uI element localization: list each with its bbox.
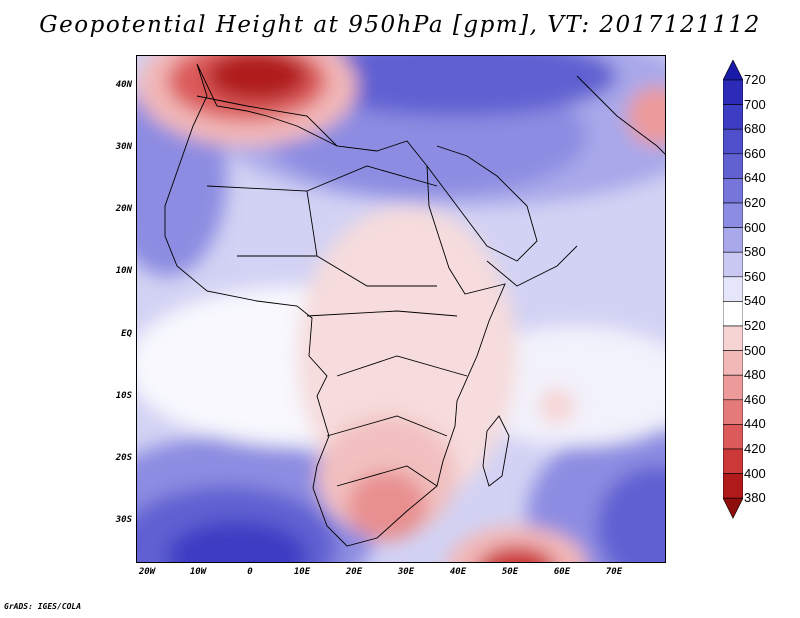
- colorbar-swatch: [723, 473, 743, 499]
- height-field: [137, 56, 665, 562]
- lon-label-60e: 60E: [553, 567, 571, 577]
- colorbar-tick-label: 520: [744, 318, 766, 333]
- colorbar-swatch: [723, 153, 743, 179]
- credit-label: GrADS: IGES/COLA: [4, 602, 82, 611]
- coastlines: [164, 63, 665, 547]
- colorbar-swatch: [723, 350, 743, 376]
- colorbar-swatch: [723, 104, 743, 130]
- colorbar-swatch: [723, 301, 743, 327]
- colorbar-tick-label: 560: [744, 268, 766, 284]
- colorbar-tick-label: 380: [744, 490, 766, 506]
- colorbar-tick-label: 600: [744, 219, 766, 235]
- colorbar-bottom-triangle: [723, 497, 743, 519]
- colorbar-swatch: [723, 202, 743, 228]
- lat-label-10n: 10N: [115, 266, 132, 276]
- colorbar-swatch: [723, 178, 743, 204]
- lat-label-10s: 10S: [115, 391, 132, 401]
- colorbar-tick-label: 700: [744, 96, 766, 112]
- colorbar-swatch: [723, 424, 743, 450]
- map-panel: [136, 55, 666, 563]
- lon-label-0: 0: [247, 567, 253, 577]
- colorbar-swatch: [723, 399, 743, 425]
- chart-title: Geopotential Height at 950hPa [gpm], VT:…: [39, 12, 761, 38]
- colorbar-tick-label: 460: [744, 391, 766, 407]
- colorbar-tick-label: 640: [744, 170, 766, 186]
- lon-label-40e: 40E: [449, 567, 467, 577]
- colorbar-tick-label: 480: [744, 367, 766, 383]
- map-canvas: [137, 56, 665, 562]
- lat-label-20s: 20S: [115, 453, 132, 463]
- colorbar-swatch: [723, 325, 743, 351]
- colorbar-tick-label: 400: [744, 465, 766, 481]
- lat-label-40n: 40N: [115, 80, 132, 90]
- colorbar-tick-label: 720: [744, 72, 766, 87]
- colorbar-swatch: [723, 374, 743, 401]
- colorbar-swatch: [723, 251, 743, 278]
- colorbar-tick-label: 580: [744, 244, 766, 260]
- lon-label-10e: 10E: [293, 567, 311, 577]
- colorbar-swatch: [723, 276, 743, 302]
- colorbar-swatch: [723, 448, 743, 474]
- colorbar-tick-label: 440: [744, 416, 766, 432]
- lon-label-20e: 20E: [345, 567, 363, 577]
- colorbar-swatch: [723, 79, 743, 105]
- lon-label-50e: 50E: [501, 567, 519, 577]
- lat-label-30n: 30N: [115, 142, 132, 152]
- colorbar: [723, 60, 743, 519]
- colorbar-tick-label: 660: [744, 145, 766, 161]
- colorbar-tick-label: 540: [744, 293, 766, 309]
- lon-label-70e: 70E: [605, 567, 623, 577]
- lon-label-10w: 10W: [189, 567, 207, 577]
- lon-label-20w: 20W: [138, 567, 156, 577]
- colorbar-tick-label: 620: [744, 195, 766, 210]
- colorbar-swatch: [723, 128, 743, 155]
- colorbar-tick-label: 500: [744, 342, 766, 358]
- colorbar-tick-label: 680: [744, 121, 766, 137]
- colorbar-tick-label: 420: [744, 441, 766, 456]
- lat-label-eq: EQ: [121, 329, 132, 339]
- lat-label-30s: 30S: [115, 515, 132, 525]
- colorbar-top-triangle: [723, 60, 743, 81]
- lat-label-20n: 20N: [115, 204, 132, 214]
- colorbar-swatch: [723, 227, 743, 253]
- lon-label-30e: 30E: [397, 567, 415, 577]
